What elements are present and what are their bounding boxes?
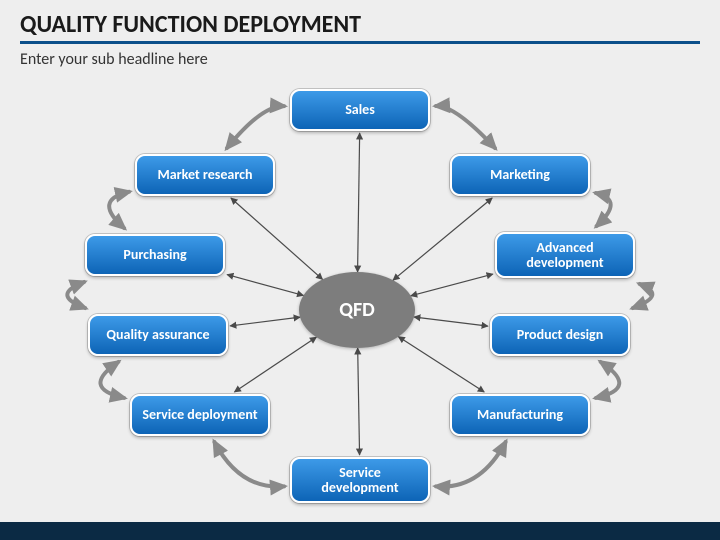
ring-arrow <box>596 193 611 226</box>
spoke-line <box>414 317 488 326</box>
node-label: Manufacturing <box>477 407 563 422</box>
node-servdev: Service development <box>290 457 430 503</box>
diagram-canvas: QFD Sales Marketing Advanced development Pro… <box>0 0 720 540</box>
spoke-line <box>411 274 493 296</box>
spoke-line <box>393 198 492 280</box>
ring-arrow <box>436 442 506 487</box>
ring-arrow <box>227 106 284 148</box>
footer-bar <box>0 522 720 540</box>
node-label: Purchasing <box>123 247 186 262</box>
node-label: Market research <box>158 167 253 182</box>
node-qa: Quality assurance <box>88 314 228 356</box>
center-node: QFD <box>299 272 415 348</box>
center-node-label: QFD <box>339 298 375 322</box>
ring-arrow <box>109 192 129 228</box>
ring-arrow <box>214 442 284 487</box>
ring-arrow <box>436 106 495 148</box>
spoke-line <box>358 348 360 455</box>
ring-arrow <box>633 284 652 308</box>
ring-arrow <box>100 362 124 398</box>
node-label: Sales <box>345 102 375 117</box>
ring-arrow <box>67 282 85 308</box>
ring-arrow <box>596 362 619 398</box>
spoke-line <box>230 317 300 326</box>
node-servdeploy: Service deployment <box>130 394 270 436</box>
node-label: Service development <box>302 465 418 496</box>
spoke-line <box>398 337 484 392</box>
node-label: Quality assurance <box>106 327 209 342</box>
node-label: Service deployment <box>142 407 257 422</box>
node-purchasing: Purchasing <box>85 234 225 276</box>
node-marketing: Marketing <box>450 154 590 196</box>
spoke-line <box>358 133 360 272</box>
node-prodesign: Product design <box>490 314 630 356</box>
node-mktresearch: Market research <box>135 154 275 196</box>
node-sales: Sales <box>290 89 430 131</box>
spoke-line <box>231 198 323 279</box>
spoke-line <box>227 275 303 296</box>
spoke-line <box>234 337 316 392</box>
node-label: Marketing <box>490 167 550 182</box>
node-label: Advanced development <box>507 240 623 271</box>
node-label: Product design <box>517 327 603 342</box>
node-advdev: Advanced development <box>495 232 635 278</box>
node-mfg: Manufacturing <box>450 394 590 436</box>
